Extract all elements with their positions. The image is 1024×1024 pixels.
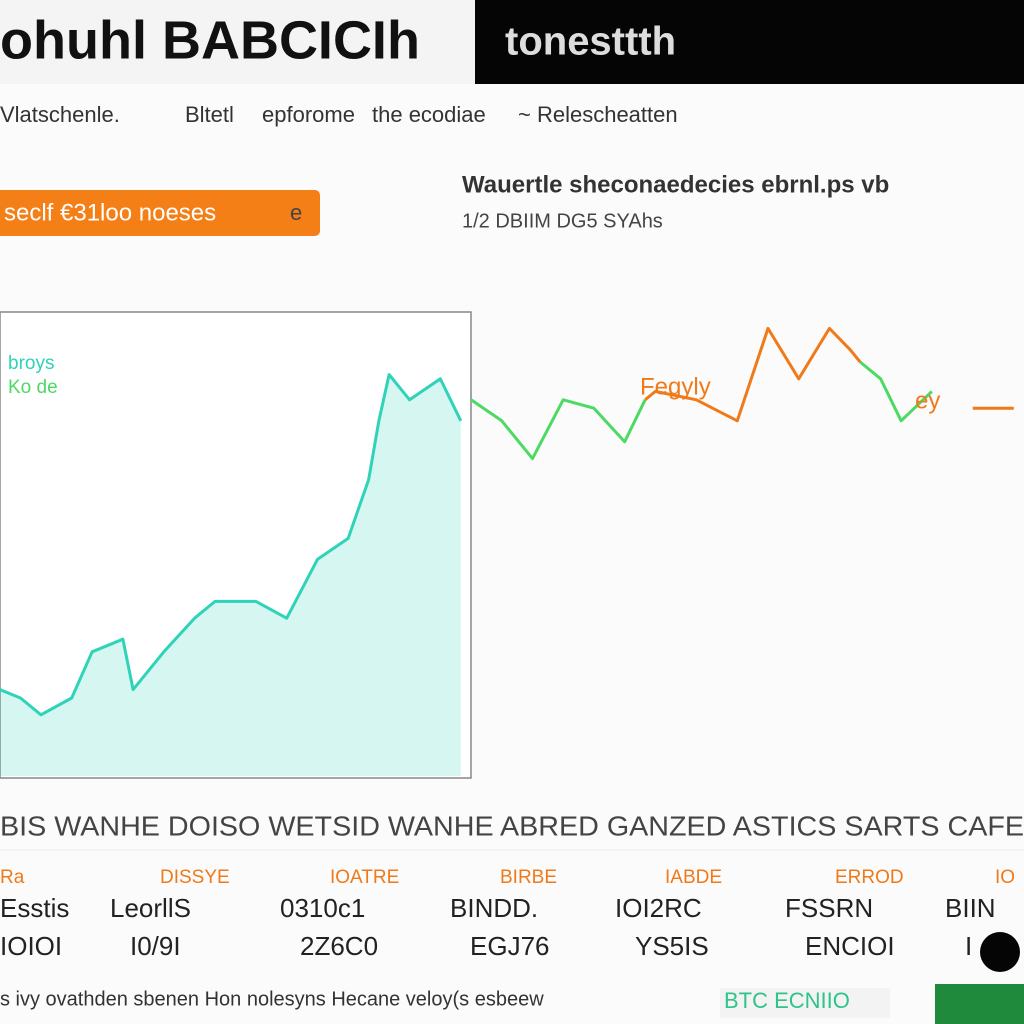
footer-badge[interactable]: BTC ECNIIO: [724, 988, 850, 1013]
table-cell: IOI2RC: [615, 893, 702, 923]
table-cell: ENCIOI: [805, 931, 895, 961]
table-cell: Esstis: [0, 893, 69, 923]
info-subtitle: 1/2 DBIIM DG5 SYAhs: [462, 210, 663, 232]
nav-item[interactable]: Bltetl: [185, 102, 234, 127]
header-subtitle: tonesttth: [505, 20, 676, 64]
chart-box: [0, 311, 472, 779]
legend-entry: broys: [8, 353, 54, 374]
nav-item[interactable]: epforome: [262, 102, 355, 127]
column-label: IOATRE: [330, 867, 399, 888]
series-line: [0, 373, 463, 717]
table-cell: I: [965, 931, 972, 961]
series-line: [644, 326, 1014, 423]
header-title-bg: [0, 0, 475, 84]
table-cell: 0310c1: [280, 893, 365, 923]
column-label: Ra: [0, 867, 25, 888]
nav-item[interactable]: ~ Relescheatten: [518, 102, 678, 127]
footer-corner: [935, 984, 1024, 1024]
nav-item[interactable]: the ecodiae: [372, 102, 486, 127]
info-title: Wauertle sheconaedecies ebrnl.ps vb: [462, 171, 889, 198]
footer-text: s ivy ovathden sbenen Hon nolesyns Hecan…: [0, 988, 544, 1010]
column-label: BIRBE: [500, 867, 557, 888]
header-title: ohuhl BABCICIh: [0, 10, 420, 70]
annotation: Fegyly: [640, 373, 711, 400]
column-label: IO: [995, 867, 1015, 888]
series-line: [470, 360, 933, 461]
button-label[interactable]: seclf €31loo noeses: [4, 199, 216, 226]
series-area: [0, 374, 461, 776]
column-label: ERROD: [835, 867, 904, 888]
table-cell: YS5IS: [635, 931, 709, 961]
footer-badge-bg: [720, 988, 890, 1018]
column-label: DISSYE: [160, 867, 230, 888]
table-cell: BINDD.: [450, 893, 538, 923]
button-icon[interactable]: e: [290, 200, 302, 225]
table-cell: 2Z6C0: [300, 931, 378, 961]
action-button[interactable]: [0, 190, 320, 236]
table-cell: EGJ76: [470, 931, 550, 961]
column-label: IABDE: [665, 867, 722, 888]
status-dot: [980, 932, 1020, 972]
table-cell: I0/9I: [130, 931, 181, 961]
table-cell: FSSRN: [785, 893, 873, 923]
table-header: BIS WANHE DOISO WETSID WANHE ABRED GANZE…: [0, 810, 1024, 841]
legend-entry: Ko de: [8, 377, 58, 398]
annotation: ey: [915, 387, 940, 414]
table-cell: IOIOI: [0, 931, 62, 961]
nav-item[interactable]: Vlatschenle.: [0, 102, 120, 127]
table-cell: LeorllS: [110, 893, 191, 923]
table-cell: BIIN: [945, 893, 996, 923]
